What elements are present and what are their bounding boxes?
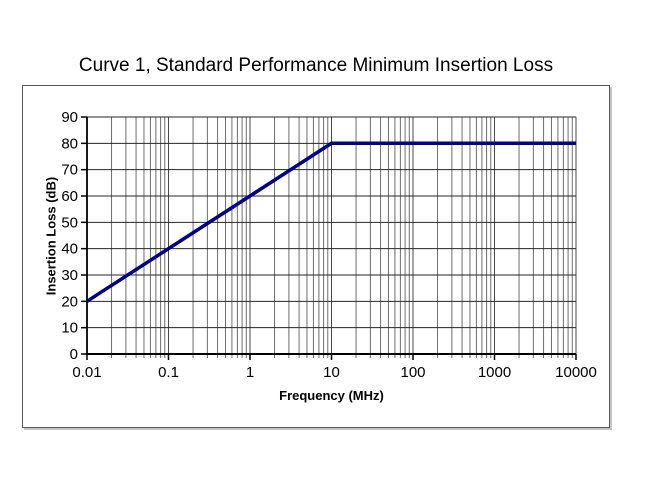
x-tick-label: 10000	[555, 364, 597, 381]
y-axis-label: Insertion Loss (dB)	[43, 176, 59, 296]
x-tick-label: 10	[323, 364, 340, 381]
x-tick-labels: 0.01 0.1 1 10 100 1000 10000	[72, 364, 596, 381]
y-tick-label: 40	[61, 241, 78, 258]
x-tick-label: 1	[246, 364, 254, 381]
x-tick-label: 1000	[478, 364, 511, 381]
y-tick-label: 20	[61, 293, 78, 310]
x-axis-label: Frequency (MHz)	[279, 388, 384, 403]
x-tick-label: 0.1	[158, 364, 179, 381]
plot-area: 0.01 0.1 1 10 100 1000 10000 0 10 20 30 40 50 60 70 80 9…	[61, 109, 597, 381]
y-tick-label: 30	[61, 267, 78, 284]
axes	[86, 117, 576, 355]
x-tick-label: 0.01	[72, 364, 101, 381]
y-tick-label: 80	[61, 135, 78, 152]
y-tick-labels: 0 10 20 30 40 50 60 70 80 90	[61, 109, 78, 363]
series-lines	[86, 141, 576, 303]
x-minor-gridlines	[111, 117, 573, 354]
y-tick-label: 0	[70, 346, 78, 363]
chart-title: Curve 1, Standard Performance Minimum In…	[78, 55, 554, 76]
y-tick-label: 90	[61, 109, 78, 126]
y-tick-label: 50	[61, 214, 78, 231]
chart-frame: 0.01 0.1 1 10 100 1000 10000 0 10 20 30 40 50 60 70 80 9…	[22, 85, 610, 428]
y-tick-label: 10	[61, 320, 78, 337]
y-tick-label: 60	[61, 188, 78, 205]
y-major-gridlines	[87, 116, 576, 329]
series-line	[86, 141, 576, 303]
y-tick-label: 70	[61, 162, 78, 179]
x-tick-label: 100	[400, 364, 425, 381]
tick-marks	[81, 116, 577, 360]
